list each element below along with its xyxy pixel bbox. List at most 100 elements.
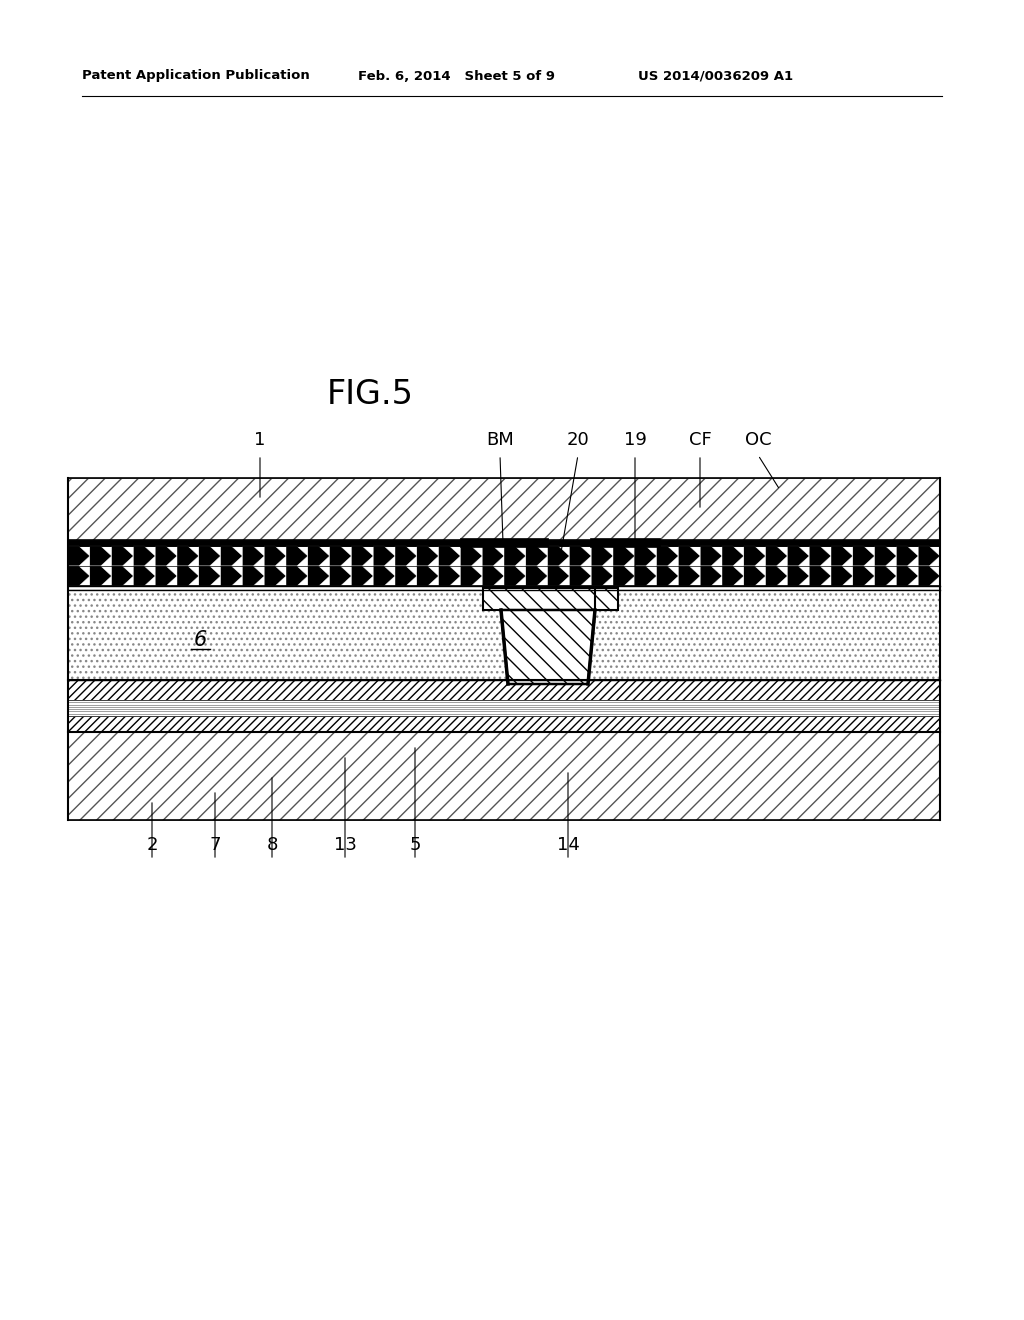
Text: 19: 19 bbox=[624, 432, 646, 449]
Polygon shape bbox=[220, 546, 243, 566]
Text: 8: 8 bbox=[266, 836, 278, 854]
Polygon shape bbox=[722, 546, 743, 566]
Polygon shape bbox=[809, 566, 831, 586]
Polygon shape bbox=[177, 566, 199, 586]
Text: Feb. 6, 2014   Sheet 5 of 9: Feb. 6, 2014 Sheet 5 of 9 bbox=[358, 70, 555, 82]
Polygon shape bbox=[700, 566, 722, 586]
Polygon shape bbox=[919, 566, 940, 586]
Polygon shape bbox=[743, 546, 766, 566]
Polygon shape bbox=[308, 546, 330, 566]
Polygon shape bbox=[613, 546, 635, 566]
Text: 13: 13 bbox=[334, 836, 356, 854]
Polygon shape bbox=[461, 566, 482, 586]
Text: FIG.5: FIG.5 bbox=[327, 379, 414, 412]
Polygon shape bbox=[831, 566, 853, 586]
Polygon shape bbox=[853, 566, 874, 586]
Text: 2: 2 bbox=[146, 836, 158, 854]
Polygon shape bbox=[743, 566, 766, 586]
Polygon shape bbox=[504, 546, 525, 566]
Polygon shape bbox=[133, 566, 156, 586]
Polygon shape bbox=[635, 546, 656, 566]
Text: 14: 14 bbox=[557, 836, 580, 854]
Polygon shape bbox=[308, 566, 330, 586]
Polygon shape bbox=[286, 546, 308, 566]
Polygon shape bbox=[351, 546, 373, 566]
Polygon shape bbox=[874, 566, 896, 586]
Text: Patent Application Publication: Patent Application Publication bbox=[82, 70, 309, 82]
Polygon shape bbox=[678, 546, 700, 566]
Text: 5: 5 bbox=[410, 836, 421, 854]
Polygon shape bbox=[264, 546, 286, 566]
Polygon shape bbox=[156, 546, 177, 566]
Polygon shape bbox=[90, 546, 112, 566]
Polygon shape bbox=[483, 587, 613, 610]
Bar bbox=[68, 540, 940, 546]
Bar bbox=[68, 478, 940, 540]
Polygon shape bbox=[896, 566, 919, 586]
Polygon shape bbox=[635, 566, 656, 586]
Polygon shape bbox=[809, 546, 831, 566]
Polygon shape bbox=[591, 566, 613, 586]
Polygon shape bbox=[351, 566, 373, 586]
Polygon shape bbox=[68, 546, 90, 566]
Bar bbox=[68, 590, 940, 680]
Polygon shape bbox=[613, 566, 635, 586]
Polygon shape bbox=[656, 566, 678, 586]
Text: CF: CF bbox=[688, 432, 712, 449]
Polygon shape bbox=[591, 546, 613, 566]
Polygon shape bbox=[417, 546, 438, 566]
Polygon shape bbox=[438, 546, 461, 566]
Text: BM: BM bbox=[486, 432, 514, 449]
Polygon shape bbox=[548, 546, 569, 566]
Polygon shape bbox=[156, 566, 177, 586]
Polygon shape bbox=[919, 546, 940, 566]
Polygon shape bbox=[831, 546, 853, 566]
Polygon shape bbox=[199, 546, 220, 566]
Polygon shape bbox=[569, 566, 591, 586]
Polygon shape bbox=[722, 566, 743, 586]
Bar bbox=[68, 715, 940, 733]
Polygon shape bbox=[243, 566, 264, 586]
Polygon shape bbox=[438, 566, 461, 586]
Bar bbox=[590, 539, 660, 546]
Polygon shape bbox=[896, 546, 919, 566]
Text: US 2014/0036209 A1: US 2014/0036209 A1 bbox=[638, 70, 794, 82]
Polygon shape bbox=[90, 566, 112, 586]
Polygon shape bbox=[417, 566, 438, 586]
Polygon shape bbox=[112, 546, 133, 566]
Polygon shape bbox=[133, 546, 156, 566]
Polygon shape bbox=[569, 546, 591, 566]
Polygon shape bbox=[700, 546, 722, 566]
Bar bbox=[68, 546, 940, 586]
Polygon shape bbox=[787, 546, 809, 566]
Polygon shape bbox=[395, 566, 417, 586]
Polygon shape bbox=[286, 566, 308, 586]
Polygon shape bbox=[68, 566, 90, 586]
Polygon shape bbox=[595, 587, 618, 610]
Bar bbox=[68, 680, 940, 700]
Polygon shape bbox=[373, 566, 395, 586]
Polygon shape bbox=[874, 546, 896, 566]
Polygon shape bbox=[525, 566, 548, 586]
Polygon shape bbox=[373, 546, 395, 566]
Polygon shape bbox=[548, 566, 569, 586]
Bar bbox=[68, 733, 940, 820]
Text: 6: 6 bbox=[194, 630, 207, 649]
Bar bbox=[68, 700, 940, 715]
Polygon shape bbox=[461, 546, 482, 566]
Polygon shape bbox=[525, 546, 548, 566]
Polygon shape bbox=[853, 546, 874, 566]
Bar bbox=[460, 539, 548, 546]
Text: 20: 20 bbox=[566, 432, 590, 449]
Polygon shape bbox=[243, 546, 264, 566]
Polygon shape bbox=[501, 610, 595, 684]
Polygon shape bbox=[787, 566, 809, 586]
Polygon shape bbox=[220, 566, 243, 586]
Polygon shape bbox=[330, 546, 351, 566]
Text: 1: 1 bbox=[254, 432, 265, 449]
Polygon shape bbox=[199, 566, 220, 586]
Polygon shape bbox=[766, 566, 787, 586]
Polygon shape bbox=[330, 566, 351, 586]
Text: OC: OC bbox=[744, 432, 771, 449]
Polygon shape bbox=[504, 566, 525, 586]
